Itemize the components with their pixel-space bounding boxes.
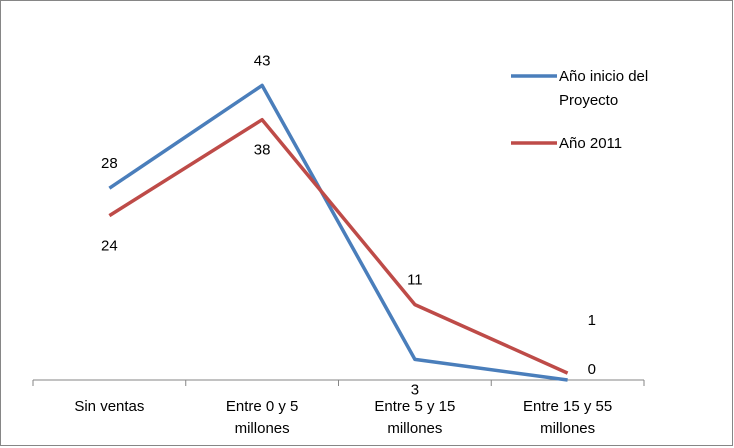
x-tick-label: Sin ventas: [74, 398, 144, 415]
data-label: 28: [101, 155, 118, 172]
x-tick-label: Entre 0 y 5 millones: [226, 398, 299, 437]
x-tick-label: Entre 5 y 15 millones: [374, 398, 455, 437]
data-label: 3: [411, 381, 419, 398]
data-label: 24: [101, 238, 118, 255]
legend-label-2: Año 2011: [559, 135, 622, 152]
data-label: 11: [407, 272, 423, 289]
data-label: 1: [588, 312, 596, 329]
data-label: 0: [588, 361, 596, 378]
x-tick-label: Entre 15 y 55 millones: [523, 398, 612, 437]
data-label: 38: [254, 142, 271, 159]
legend-label-1: Año inicio del Proyecto: [559, 68, 648, 109]
data-label: 43: [254, 52, 271, 69]
series-line-1: [108, 83, 568, 382]
series-line-2: [108, 117, 569, 375]
